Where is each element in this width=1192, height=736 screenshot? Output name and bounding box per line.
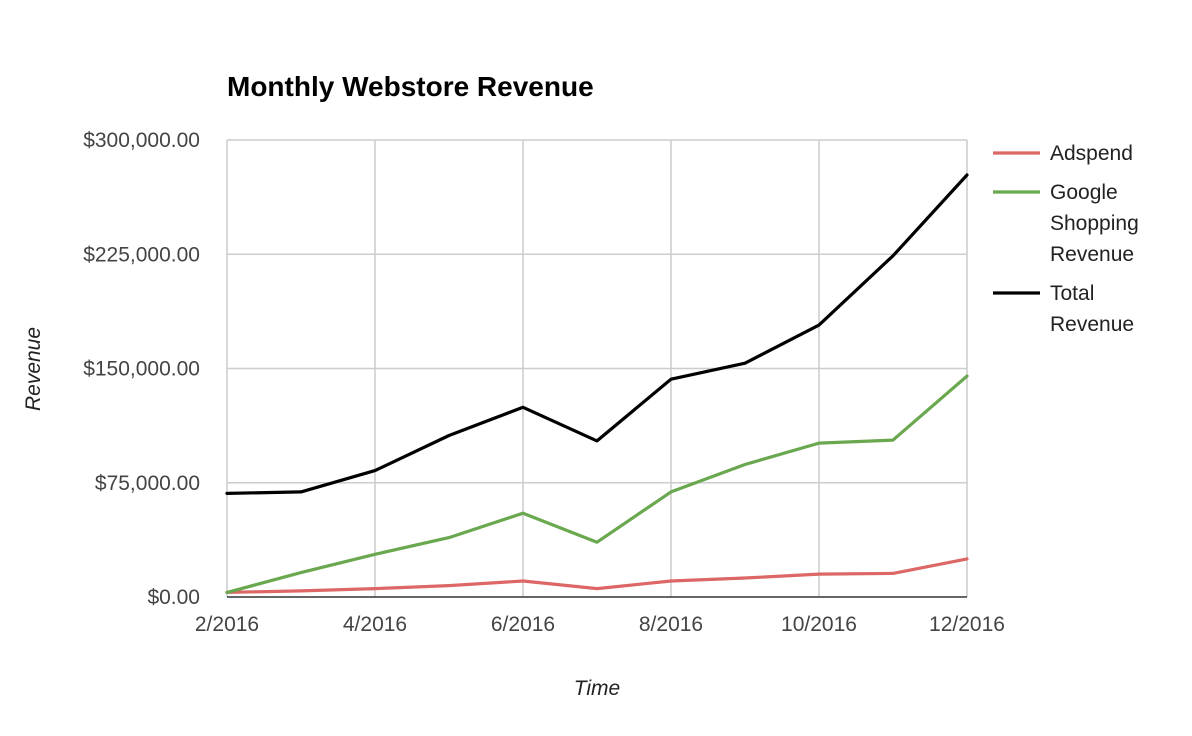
gridlines <box>226 139 968 598</box>
legend-label: Adspend <box>1050 142 1133 165</box>
y-tick-label: $225,000.00 <box>83 243 200 266</box>
y-axis-title: Revenue <box>22 327 45 411</box>
x-tick-label: 2/2016 <box>195 613 259 636</box>
x-tick-label: 8/2016 <box>639 613 703 636</box>
series-line-google-shopping-revenue <box>225 374 969 595</box>
legend-label: Google <box>1050 181 1118 204</box>
legend-item-adspend[interactable]: Adspend <box>993 142 1133 165</box>
y-axis-tick-labels: $0.00 $75,000.00 $150,000.00 $225,000.00 $30… <box>83 129 200 609</box>
legend-label: Revenue <box>1050 313 1134 336</box>
x-tick-label: 6/2016 <box>491 613 555 636</box>
legend-label: Total <box>1050 282 1094 305</box>
series-line-total-revenue <box>225 173 969 495</box>
x-axis-title: Time <box>574 677 620 700</box>
chart-title: Monthly Webstore Revenue <box>227 71 594 102</box>
x-tick-label: 12/2016 <box>929 613 1005 636</box>
x-axis-tick-labels: 2/2016 4/2016 6/2016 8/2016 10/2016 12/2016 <box>195 613 1005 636</box>
x-tick-label: 4/2016 <box>343 613 407 636</box>
legend: Adspend Google Shopping Revenue Total Revenue <box>993 142 1139 336</box>
legend-label: Shopping <box>1050 212 1139 235</box>
series-line-adspend <box>225 557 969 595</box>
legend-item-google-shopping-revenue[interactable]: Google Shopping Revenue <box>993 181 1139 266</box>
series-lines <box>225 173 969 595</box>
legend-label: Revenue <box>1050 243 1134 266</box>
y-tick-label: $300,000.00 <box>83 129 200 152</box>
x-tick-label: 10/2016 <box>781 613 857 636</box>
y-tick-label: $150,000.00 <box>83 358 200 381</box>
y-tick-label: $0.00 <box>147 586 200 609</box>
y-tick-label: $75,000.00 <box>95 472 200 495</box>
legend-item-total-revenue[interactable]: Total Revenue <box>993 282 1134 336</box>
